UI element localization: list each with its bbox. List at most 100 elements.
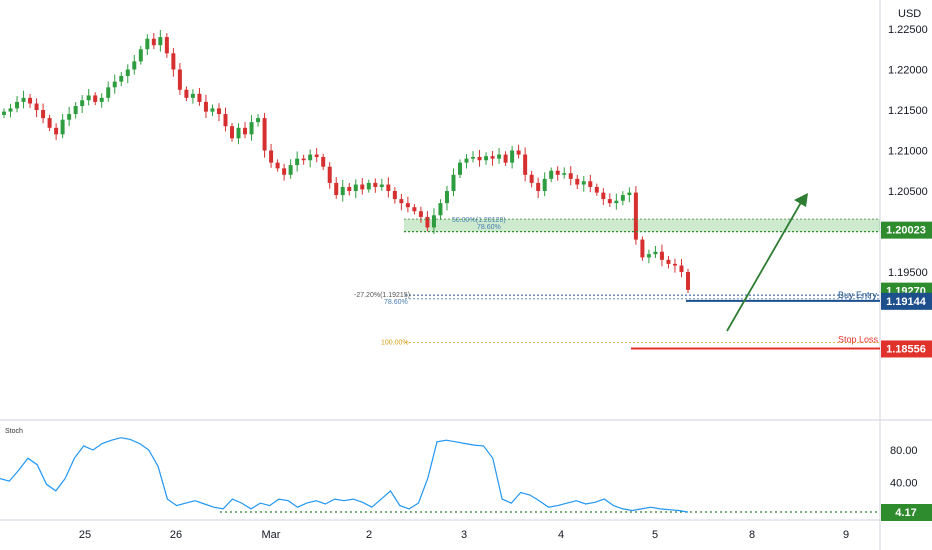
- y-tick-label: 1.20500: [888, 186, 928, 198]
- price-axis-ticks: 1.22500 1.22000 1.21500 1.21000 1.20500 1.195…: [888, 24, 928, 279]
- price-tag-resistance: 1.20023: [881, 221, 932, 239]
- projection-arrow: [726, 193, 808, 332]
- candle: [340, 179, 345, 202]
- price-tag-bg: [881, 340, 932, 358]
- price-tag-stop-loss: 1.18556: [881, 340, 932, 358]
- candle: [327, 162, 332, 189]
- candle-body: [536, 182, 541, 191]
- candle-body: [399, 199, 404, 204]
- candle: [256, 114, 261, 127]
- candle-body: [327, 166, 332, 183]
- candle-body: [334, 182, 339, 196]
- candle-body: [542, 178, 547, 191]
- candle: [516, 144, 521, 159]
- stoch-current-tag: 4.17: [881, 504, 932, 521]
- candle: [653, 245, 658, 259]
- candle: [646, 249, 651, 264]
- candle: [523, 147, 528, 182]
- candle-body: [2, 111, 6, 115]
- candle: [197, 87, 202, 106]
- x-tick-label: 5: [652, 529, 658, 541]
- candle-body: [47, 118, 52, 128]
- price-tag-buy-entry: 1.19144: [881, 292, 932, 310]
- stoch-tick-label: 80.00: [890, 445, 918, 457]
- candle-body: [562, 173, 567, 175]
- candle: [106, 81, 111, 102]
- candle-body: [15, 101, 20, 109]
- candle-body: [568, 173, 573, 179]
- stoch-tag-label: 4.17: [895, 507, 916, 519]
- candle-body: [601, 192, 606, 200]
- candle-body: [549, 170, 554, 179]
- candle: [230, 122, 234, 142]
- candle-body: [177, 69, 182, 90]
- time-axis-ticks: 25 26 Mar 2 3 4 5 8 9: [79, 529, 849, 541]
- candle-body: [236, 127, 241, 139]
- candle-body: [256, 118, 261, 123]
- candle-body: [164, 37, 169, 54]
- candle: [21, 90, 26, 109]
- candle: [282, 163, 287, 181]
- candle: [203, 94, 208, 119]
- fib-entry-label-2: 78.60%: [384, 299, 408, 306]
- candle-body: [484, 156, 489, 161]
- candle-body: [464, 158, 469, 163]
- candle: [458, 159, 462, 179]
- y-tick-label: 1.22000: [888, 65, 928, 77]
- candle-body: [497, 154, 502, 159]
- candle: [132, 54, 137, 75]
- stoch-tag-bg: [881, 504, 932, 521]
- candle: [73, 102, 78, 119]
- candle-body: [412, 207, 417, 212]
- candle: [568, 166, 573, 186]
- candle: [490, 150, 495, 166]
- stop-loss-label: Stop Loss: [838, 334, 879, 344]
- candle: [471, 151, 476, 163]
- candle: [353, 179, 358, 199]
- candle-body: [347, 186, 352, 191]
- candle-body: [640, 239, 645, 258]
- candle-body: [686, 272, 690, 290]
- x-tick-label: Mar: [262, 529, 281, 541]
- candle-body: [340, 186, 345, 196]
- candle-body: [607, 199, 612, 204]
- candle-body: [282, 168, 287, 175]
- candle: [555, 166, 560, 181]
- candle: [80, 95, 85, 114]
- x-tick-label: 26: [170, 529, 182, 541]
- candle: [275, 159, 280, 172]
- candle-body: [581, 181, 586, 185]
- candles: [2, 29, 690, 294]
- candle: [562, 167, 567, 179]
- candle-body: [471, 156, 476, 159]
- candle: [138, 46, 143, 65]
- candle-body: [216, 108, 221, 115]
- candle-body: [588, 181, 593, 187]
- candle: [412, 203, 417, 215]
- currency-label: USD: [898, 8, 921, 20]
- candle-body: [666, 259, 671, 264]
- buy-entry-label: Buy Entry: [838, 290, 878, 300]
- candle-body: [679, 265, 684, 272]
- candle: [484, 152, 489, 165]
- candle-body: [510, 150, 515, 163]
- candle-body: [594, 186, 599, 193]
- candle-body: [373, 182, 378, 187]
- candle: [399, 193, 404, 211]
- candle-body: [301, 158, 306, 161]
- candle-body: [523, 154, 528, 175]
- candle-body: [477, 156, 482, 161]
- candle: [575, 174, 580, 190]
- y-tick-label: 1.21000: [888, 146, 928, 158]
- candle-body: [80, 100, 85, 106]
- candle: [347, 183, 352, 196]
- candle-body: [458, 162, 462, 175]
- candle: [334, 177, 339, 199]
- fib-zone-label: 50.00%(1.20128): [452, 217, 506, 224]
- candle-body: [184, 89, 189, 98]
- candle: [301, 154, 306, 165]
- candle: [386, 177, 391, 198]
- y-tick-label: 1.19500: [888, 267, 928, 279]
- candle-body: [575, 178, 580, 185]
